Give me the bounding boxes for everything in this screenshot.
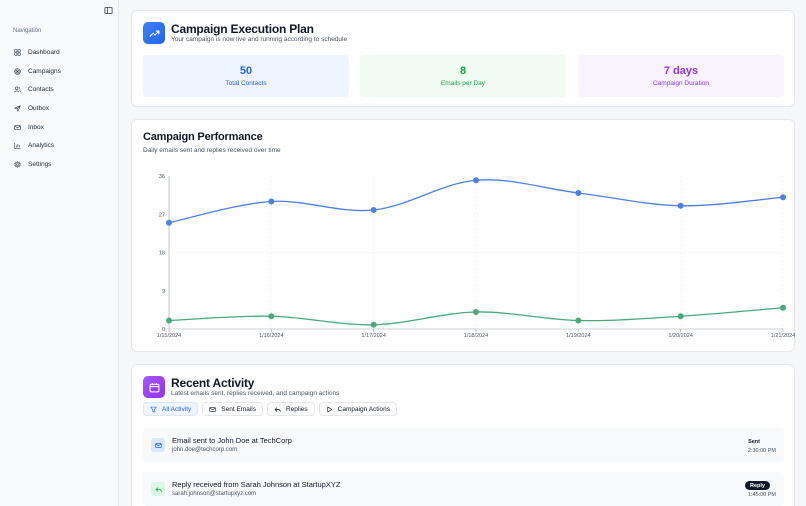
data-point — [677, 202, 684, 209]
stat-value: 7 days — [663, 65, 699, 77]
data-point — [166, 317, 172, 324]
page-subtitle: Your campaign is now live and running ac… — [171, 36, 348, 43]
filter-label: All Activity — [162, 405, 192, 413]
filter-label: Sent Emails — [221, 405, 256, 413]
x-tick-label: 1/21/2024 — [771, 333, 795, 339]
x-tick-label: 1/18/2024 — [464, 333, 488, 339]
sidebar-item-label: Settings — [28, 160, 52, 168]
data-point — [575, 317, 582, 324]
sidebar-item-label: Campaigns — [28, 67, 61, 75]
activity-filters: All Activity Sent Emails Replies Campaig… — [143, 402, 398, 416]
data-point — [268, 313, 275, 320]
chart-subtitle: Daily emails sent and replies received o… — [143, 147, 281, 154]
data-point — [473, 309, 479, 315]
x-tick-label: 1/15/2024 — [157, 333, 181, 339]
recent-activity-card: Recent Activity Latest emails sent, repl… — [131, 364, 795, 506]
sidebar-item-inbox[interactable]: Inbox — [8, 118, 112, 137]
stat-label: Emails per Day — [440, 80, 486, 87]
y-tick-label: 0 — [162, 327, 165, 333]
trending-up-icon — [143, 22, 165, 44]
mail-icon — [14, 124, 21, 130]
data-point — [370, 321, 377, 328]
filter-icon — [150, 406, 157, 412]
dashboard-icon — [14, 49, 21, 56]
y-tick-label: 27 — [159, 212, 165, 218]
activity-email: sarah.johnson@startupxyz.com — [172, 491, 257, 497]
y-tick-label: 9 — [162, 289, 165, 295]
mail-icon — [209, 406, 216, 412]
sidebar-item-analytics[interactable]: Analytics — [8, 136, 112, 155]
filter-label: Campaign Actions — [337, 405, 391, 413]
activity-time: 2:30:00 PM — [747, 448, 776, 454]
data-point — [370, 207, 377, 213]
filter-label: Replies — [285, 405, 308, 413]
nav-list: Dashboard Campaigns Contacts Outbox Inbo… — [8, 43, 112, 174]
activity-item[interactable]: Reply received from Sarah Johnson at Sta… — [143, 472, 784, 506]
performance-card: Campaign Performance Daily emails sent a… — [131, 119, 795, 352]
sidebar-item-campaigns[interactable]: Campaigns — [8, 62, 112, 81]
filter-all-activity[interactable]: All Activity — [143, 402, 199, 416]
x-tick-label: 1/17/2024 — [361, 333, 385, 339]
y-tick-label: 18 — [159, 251, 165, 257]
mail-icon — [151, 438, 165, 452]
target-icon — [14, 67, 21, 75]
data-point — [780, 194, 786, 201]
sidebar-toggle-icon[interactable] — [104, 6, 113, 15]
data-point — [268, 198, 275, 205]
sidebar-item-settings[interactable]: Settings — [8, 155, 112, 174]
filter-sent-emails[interactable]: Sent Emails — [202, 402, 263, 416]
activity-item[interactable]: Email sent to John Doe at TechCorp john.… — [143, 428, 784, 462]
x-tick-label: 1/19/2024 — [566, 333, 590, 339]
data-point — [677, 313, 684, 320]
users-icon — [14, 86, 21, 93]
data-point — [780, 304, 786, 311]
x-tick-label: 1/20/2024 — [668, 333, 692, 339]
page-title: Campaign Execution Plan — [171, 22, 314, 36]
stat-value: 50 — [239, 65, 253, 77]
send-icon — [14, 105, 21, 112]
filter-replies[interactable]: Replies — [266, 402, 315, 416]
data-point — [473, 177, 479, 184]
stat-emails-per-day: 8 Emails per Day — [360, 55, 566, 97]
data-point — [166, 219, 172, 226]
bar-chart-icon — [14, 142, 21, 149]
section-title: Recent Activity — [171, 376, 255, 390]
filter-campaign-actions[interactable]: Campaign Actions — [318, 402, 398, 416]
sidebar-item-dashboard[interactable]: Dashboard — [8, 43, 112, 62]
activity-title: Reply received from Sarah Johnson at Sta… — [172, 480, 341, 489]
chart-title: Campaign Performance — [143, 131, 263, 143]
sidebar-item-label: Inbox — [28, 123, 44, 131]
sidebar: Navigation Dashboard Campaigns Contacts … — [0, 0, 119, 506]
play-icon — [327, 406, 332, 412]
activity-title: Email sent to John Doe at TechCorp — [172, 436, 292, 445]
sidebar-item-label: Contacts — [28, 86, 54, 94]
sidebar-item-label: Dashboard — [28, 48, 60, 56]
status-badge: Sent — [748, 438, 760, 445]
reply-icon — [274, 406, 281, 412]
stat-value: 8 — [459, 65, 467, 77]
data-point — [575, 190, 582, 196]
nav-title: Navigation — [13, 28, 42, 34]
sidebar-item-contacts[interactable]: Contacts — [8, 80, 112, 99]
stat-total-contacts: 50 Total Contacts — [143, 55, 349, 97]
performance-chart: 0 9 18 27 36 1/15/2024 1/16/2024 1/17/2024 1/18/… — [157, 174, 795, 339]
stat-label: Total Contacts — [225, 80, 267, 87]
stat-label: Campaign Duration — [652, 80, 709, 87]
reply-icon — [151, 482, 165, 496]
sidebar-item-label: Analytics — [28, 142, 55, 150]
sidebar-item-outbox[interactable]: Outbox — [8, 99, 112, 118]
execution-plan-card: Campaign Execution Plan Your campaign is… — [131, 10, 795, 107]
gear-icon — [14, 160, 21, 168]
activity-email: john.doe@techcorp.com — [172, 447, 238, 453]
x-tick-label: 1/16/2024 — [259, 333, 283, 339]
y-tick-label: 36 — [159, 174, 165, 180]
activity-time: 1:45:00 PM — [747, 492, 776, 498]
sidebar-item-label: Outbox — [28, 104, 49, 112]
calendar-icon — [143, 376, 165, 398]
stat-campaign-duration: 7 days Campaign Duration — [578, 55, 784, 97]
status-badge: Reply — [745, 481, 770, 490]
section-subtitle: Latest emails sent, replies received, an… — [171, 390, 340, 397]
